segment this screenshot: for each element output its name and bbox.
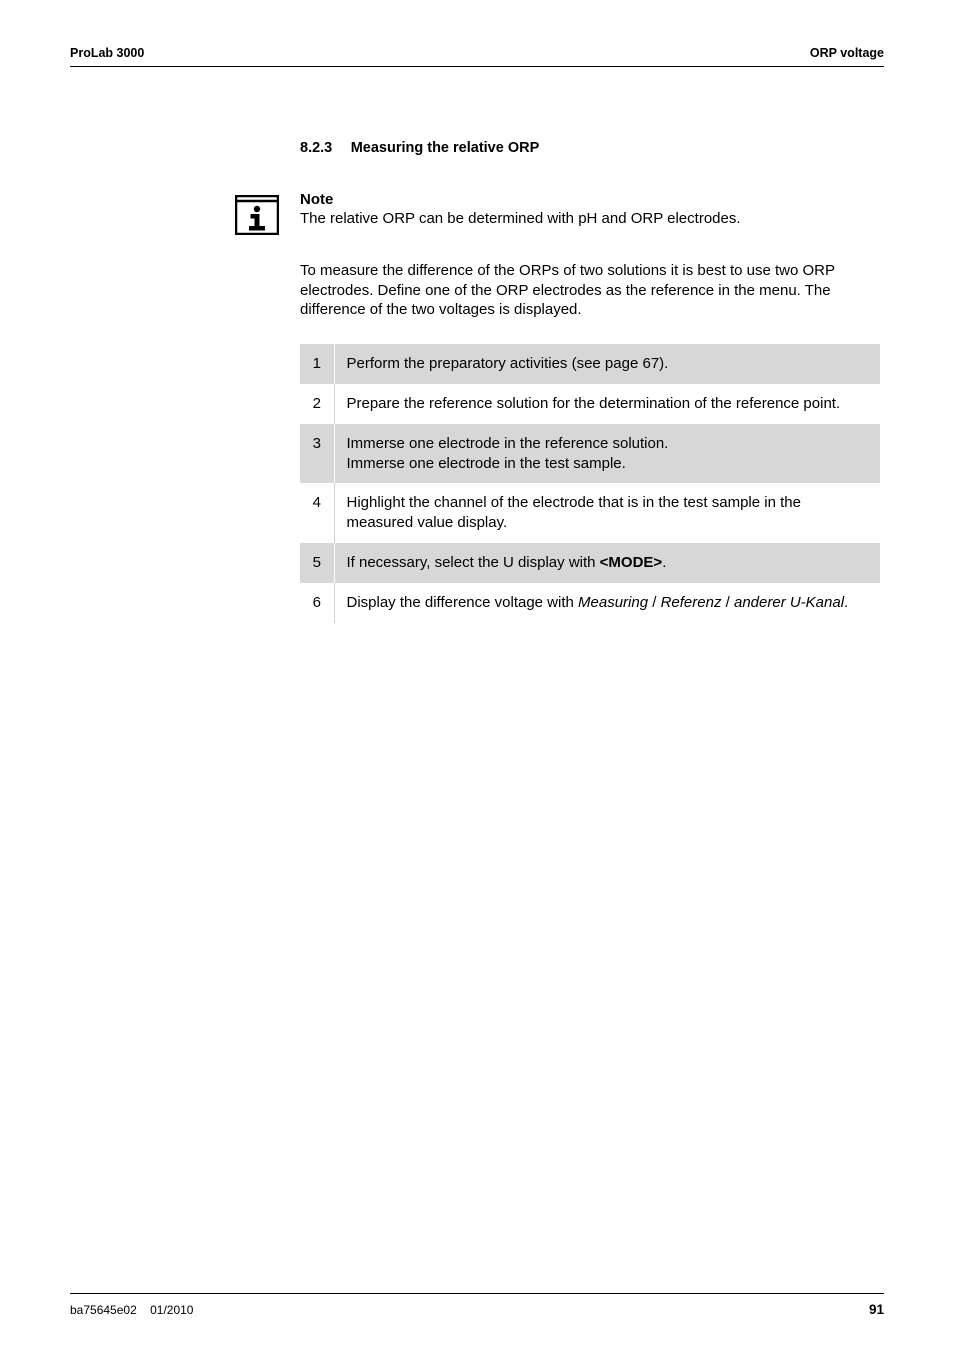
step-text: Perform the preparatory activities (see … <box>334 344 880 384</box>
steps-table: 1Perform the preparatory activities (see… <box>300 344 880 622</box>
step-number: 2 <box>300 384 334 424</box>
step-number: 5 <box>300 543 334 583</box>
header-section: ORP voltage <box>810 46 884 60</box>
step-text: Immerse one electrode in the reference s… <box>334 424 880 484</box>
table-row: 4Highlight the channel of the electrode … <box>300 483 880 543</box>
steps-body: 1Perform the preparatory activities (see… <box>300 344 880 622</box>
footer-doc: ba75645e02 <box>70 1303 137 1317</box>
step-text: If necessary, select the U display with … <box>334 543 880 583</box>
page-header: ProLab 3000 ORP voltage <box>70 46 884 67</box>
footer-page-number: 91 <box>869 1302 884 1317</box>
header-product: ProLab 3000 <box>70 46 144 60</box>
section-heading: 8.2.3 Measuring the relative ORP <box>300 139 880 157</box>
step-text: Highlight the channel of the electrode t… <box>334 483 880 543</box>
table-row: 2Prepare the reference solution for the … <box>300 384 880 424</box>
section-number: 8.2.3 <box>300 140 332 156</box>
table-row: 3Immerse one electrode in the reference … <box>300 424 880 484</box>
note-text: The relative ORP can be determined with … <box>300 209 880 229</box>
step-text: Prepare the reference solution for the d… <box>334 384 880 424</box>
table-row: 6Display the difference voltage with Mea… <box>300 583 880 623</box>
page-footer: ba75645e02 01/2010 91 <box>70 1293 884 1317</box>
step-text: Display the difference voltage with Meas… <box>334 583 880 623</box>
step-number: 1 <box>300 344 334 384</box>
page: ProLab 3000 ORP voltage 8.2.3 Measuring … <box>0 0 954 1351</box>
step-number: 4 <box>300 483 334 543</box>
info-icon <box>235 195 279 235</box>
step-number: 6 <box>300 583 334 623</box>
table-row: 1Perform the preparatory activities (see… <box>300 344 880 384</box>
note-block: Note The relative ORP can be determined … <box>300 191 880 229</box>
footer-left: ba75645e02 01/2010 <box>70 1303 193 1317</box>
section-title: Measuring the relative ORP <box>351 140 540 156</box>
table-row: 5If necessary, select the U display with… <box>300 543 880 583</box>
note-label: Note <box>300 191 880 208</box>
content-column: 8.2.3 Measuring the relative ORP Note Th… <box>300 139 880 623</box>
step-number: 3 <box>300 424 334 484</box>
body-paragraph: To measure the difference of the ORPs of… <box>300 261 880 320</box>
footer-date: 01/2010 <box>150 1303 193 1317</box>
